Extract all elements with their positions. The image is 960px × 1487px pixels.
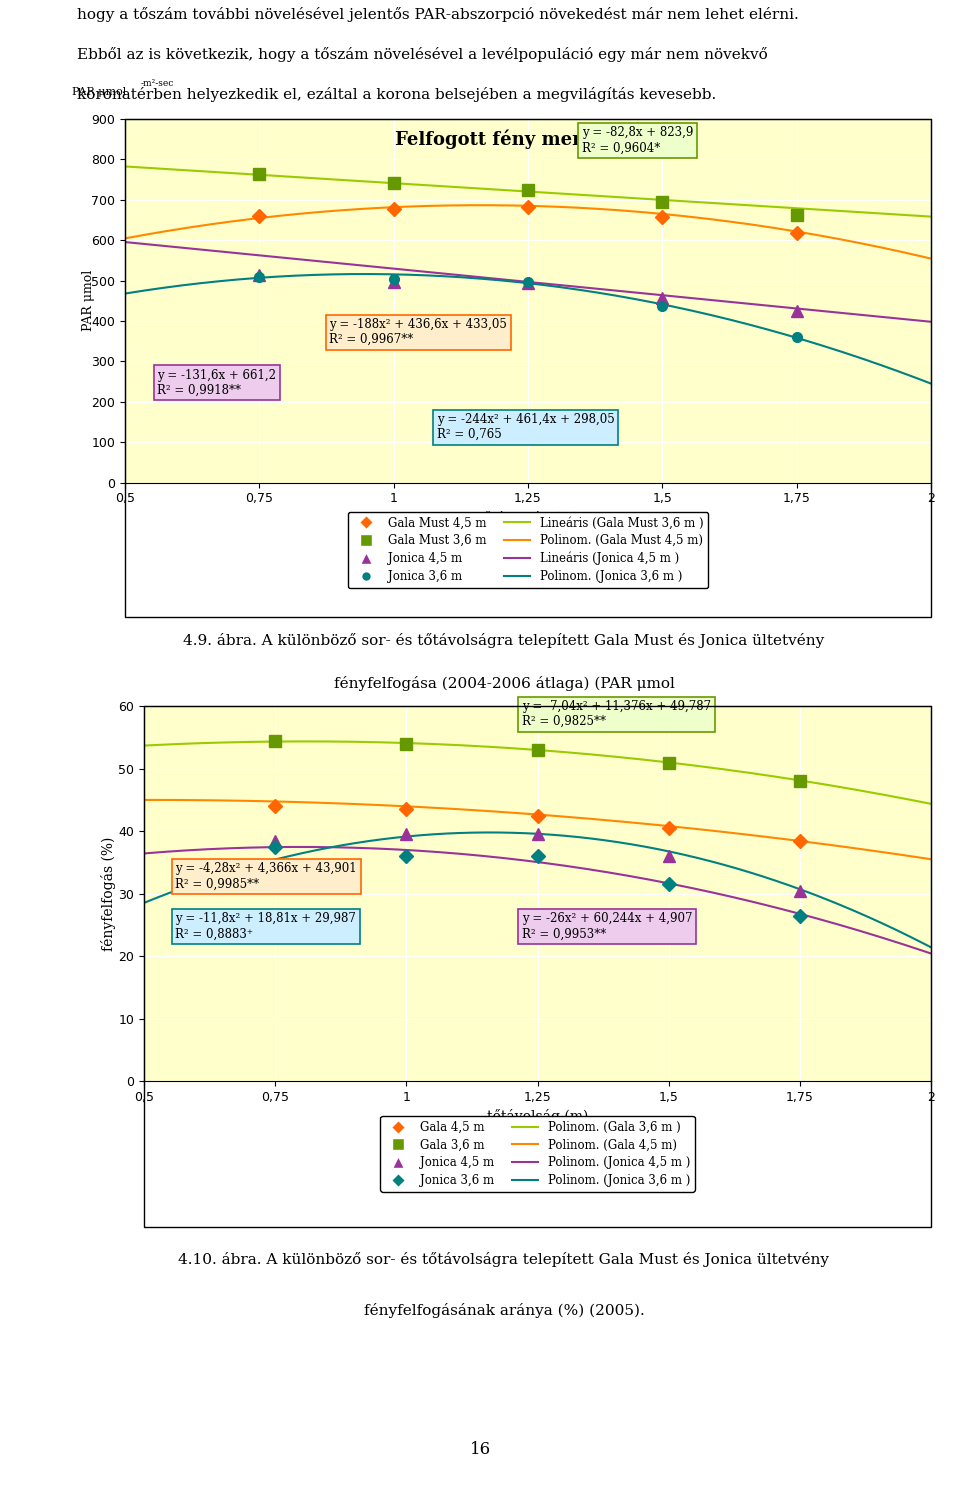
X-axis label: tőtávolság (m): tőtávolság (m) (487, 1109, 588, 1124)
Text: 4.9. ábra. A különböző sor- és tőtávolságra telepített Gala Must és Jonica ültet: 4.9. ábra. A különböző sor- és tőtávolsá… (183, 633, 825, 648)
Text: PAR μmol: PAR μmol (82, 271, 95, 332)
Text: PAR μmol: PAR μmol (72, 88, 127, 97)
X-axis label: tőtávolság (m): tőtávolság (m) (477, 512, 579, 526)
Text: y = -244x² + 461,4x + 298,05
R² = 0,765: y = -244x² + 461,4x + 298,05 R² = 0,765 (437, 413, 614, 442)
Text: fényfelfogásának aránya (%) (2005).: fényfelfogásának aránya (%) (2005). (364, 1303, 644, 1317)
Legend: Gala Must 4,5 m, Gala Must 3,6 m, Jonica 4,5 m, Jonica 3,6 m, Lineáris (Gala Mus: Gala Must 4,5 m, Gala Must 3,6 m, Jonica… (348, 512, 708, 587)
Text: Ebből az is következik, hogy a tőszám növelésével a levélpopuláció egy már nem n: Ebből az is következik, hogy a tőszám nö… (77, 48, 768, 62)
Text: koronatérben helyezkedik el, ezáltal a korona belsejében a megvilágítás kevesebb: koronatérben helyezkedik el, ezáltal a k… (77, 86, 716, 101)
Text: y = -11,8x² + 18,81x + 29,987
R² = 0,8883⁺: y = -11,8x² + 18,81x + 29,987 R² = 0,888… (176, 913, 356, 940)
Text: y = -131,6x + 661,2
R² = 0,9918**: y = -131,6x + 661,2 R² = 0,9918** (157, 369, 276, 397)
Text: y = -7,04x² + 11,376x + 49,787
R² = 0,9825**: y = -7,04x² + 11,376x + 49,787 R² = 0,98… (522, 700, 711, 729)
Text: 16: 16 (469, 1441, 491, 1459)
Text: y = -4,28x² + 4,366x + 43,901
R² = 0,9985**: y = -4,28x² + 4,366x + 43,901 R² = 0,998… (176, 862, 357, 891)
Legend: Gala 4,5 m, Gala 3,6 m, Jonica 4,5 m, Jonica 3,6 m, Polinom. (Gala 3,6 m ), Poli: Gala 4,5 m, Gala 3,6 m, Jonica 4,5 m, Jo… (380, 1117, 695, 1191)
Text: y = -82,8x + 823,9
R² = 0,9604*: y = -82,8x + 823,9 R² = 0,9604* (582, 126, 693, 155)
Text: Felfogott fény mennyisége: Felfogott fény mennyisége (395, 129, 661, 149)
Text: hogy a tőszám további növelésével jelentős PAR-abszorpció növekedést már nem leh: hogy a tőszám további növelésével jelent… (77, 7, 799, 22)
Text: -m²-sec: -m²-sec (141, 79, 175, 88)
Y-axis label: fényfelfogás (%): fényfelfogás (%) (101, 837, 115, 950)
Text: y = -26x² + 60,244x + 4,907
R² = 0,9953**: y = -26x² + 60,244x + 4,907 R² = 0,9953*… (522, 913, 692, 940)
Text: 4.10. ábra. A különböző sor- és tőtávolságra telepített Gala Must és Jonica ülte: 4.10. ábra. A különböző sor- és tőtávols… (179, 1252, 829, 1267)
Text: fényfelfogása (2004-2006 átlaga) (PAR μmol: fényfelfogása (2004-2006 átlaga) (PAR μm… (333, 677, 675, 691)
Text: y = -188x² + 436,6x + 433,05
R² = 0,9967**: y = -188x² + 436,6x + 433,05 R² = 0,9967… (329, 318, 507, 346)
